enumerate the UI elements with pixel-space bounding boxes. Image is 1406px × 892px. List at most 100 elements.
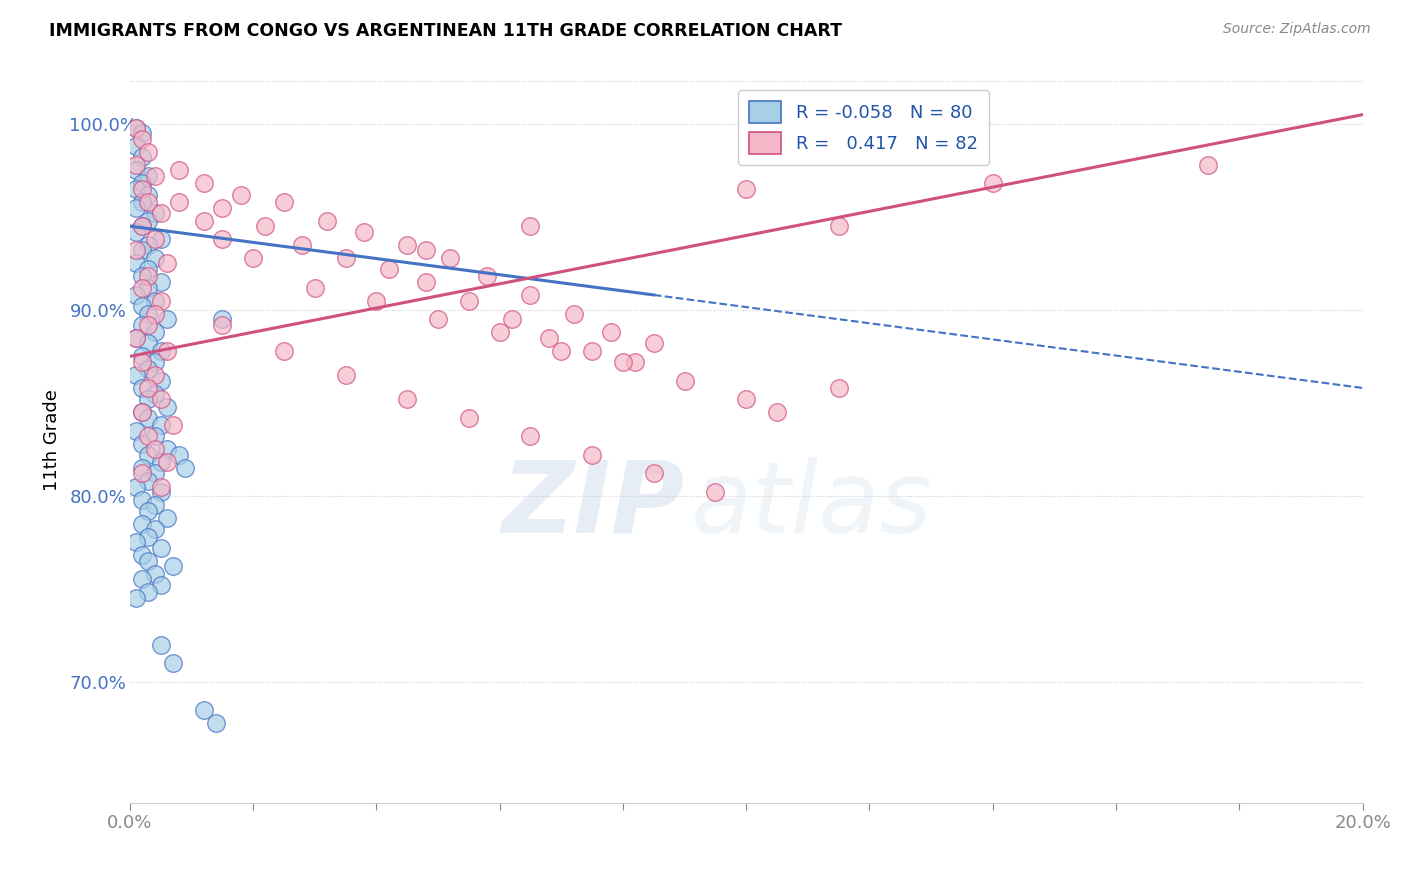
Point [477, 269, 499, 284]
Point [143, 251, 166, 265]
Point [143, 467, 166, 481]
Point [131, 467, 153, 481]
Point [143, 169, 166, 183]
Point [138, 318, 160, 332]
Point [125, 244, 148, 258]
Point [143, 522, 166, 536]
Point [143, 232, 166, 246]
Point [211, 312, 233, 326]
Point [125, 288, 148, 302]
Text: IMMIGRANTS FROM CONGO VS ARGENTINEAN 11TH GRADE CORRELATION CHART: IMMIGRANTS FROM CONGO VS ARGENTINEAN 11T… [49, 22, 842, 40]
Point [131, 318, 153, 332]
Point [131, 381, 153, 395]
Point [377, 262, 399, 277]
Point [519, 219, 541, 234]
Point [125, 201, 148, 215]
Point [273, 343, 295, 358]
Point [673, 374, 696, 388]
Point [162, 418, 184, 433]
Point [131, 132, 153, 146]
Point [131, 405, 153, 419]
Point [1198, 158, 1220, 172]
Point [138, 504, 160, 518]
Point [174, 461, 197, 475]
Point [131, 280, 153, 294]
Point [125, 139, 148, 153]
Point [353, 225, 375, 239]
Point [131, 405, 153, 419]
Point [149, 455, 172, 469]
Point [149, 479, 172, 493]
Point [131, 219, 153, 234]
Point [131, 355, 153, 369]
Point [143, 442, 166, 457]
Point [488, 325, 510, 339]
Point [131, 461, 153, 475]
Point [624, 355, 647, 369]
Point [149, 418, 172, 433]
Point [125, 368, 148, 382]
Point [229, 187, 252, 202]
Point [149, 541, 172, 555]
Point [735, 182, 758, 196]
Point [439, 251, 461, 265]
Point [519, 288, 541, 302]
Point [138, 392, 160, 406]
Point [167, 163, 190, 178]
Point [138, 336, 160, 351]
Point [131, 573, 153, 587]
Point [138, 213, 160, 227]
Point [125, 479, 148, 493]
Point [149, 232, 172, 246]
Point [138, 448, 160, 462]
Point [242, 251, 264, 265]
Text: atlas: atlas [690, 457, 932, 554]
Point [138, 187, 160, 202]
Point [149, 275, 172, 289]
Point [156, 511, 179, 525]
Point [162, 656, 184, 670]
Point [138, 362, 160, 376]
Y-axis label: 11th Grade: 11th Grade [44, 389, 60, 491]
Point [156, 256, 179, 270]
Point [138, 145, 160, 159]
Point [599, 325, 621, 339]
Point [143, 368, 166, 382]
Point [827, 219, 849, 234]
Point [149, 392, 172, 406]
Point [427, 312, 450, 326]
Point [254, 219, 277, 234]
Point [131, 436, 153, 450]
Point [125, 424, 148, 438]
Point [149, 638, 172, 652]
Point [138, 307, 160, 321]
Point [981, 177, 1004, 191]
Point [149, 343, 172, 358]
Point [149, 206, 172, 220]
Point [131, 182, 153, 196]
Point [131, 194, 153, 209]
Point [335, 368, 357, 382]
Point [138, 474, 160, 488]
Point [138, 169, 160, 183]
Point [156, 442, 179, 457]
Point [501, 312, 523, 326]
Point [156, 455, 179, 469]
Point [125, 256, 148, 270]
Point [143, 206, 166, 220]
Point [193, 177, 215, 191]
Point [143, 325, 166, 339]
Point [138, 280, 160, 294]
Point [335, 251, 357, 265]
Point [396, 237, 419, 252]
Point [211, 201, 233, 215]
Text: Source: ZipAtlas.com: Source: ZipAtlas.com [1223, 22, 1371, 37]
Point [316, 213, 339, 227]
Point [291, 237, 314, 252]
Point [193, 703, 215, 717]
Point [735, 392, 758, 406]
Point [156, 312, 179, 326]
Point [704, 485, 727, 500]
Point [537, 331, 560, 345]
Point [415, 275, 437, 289]
